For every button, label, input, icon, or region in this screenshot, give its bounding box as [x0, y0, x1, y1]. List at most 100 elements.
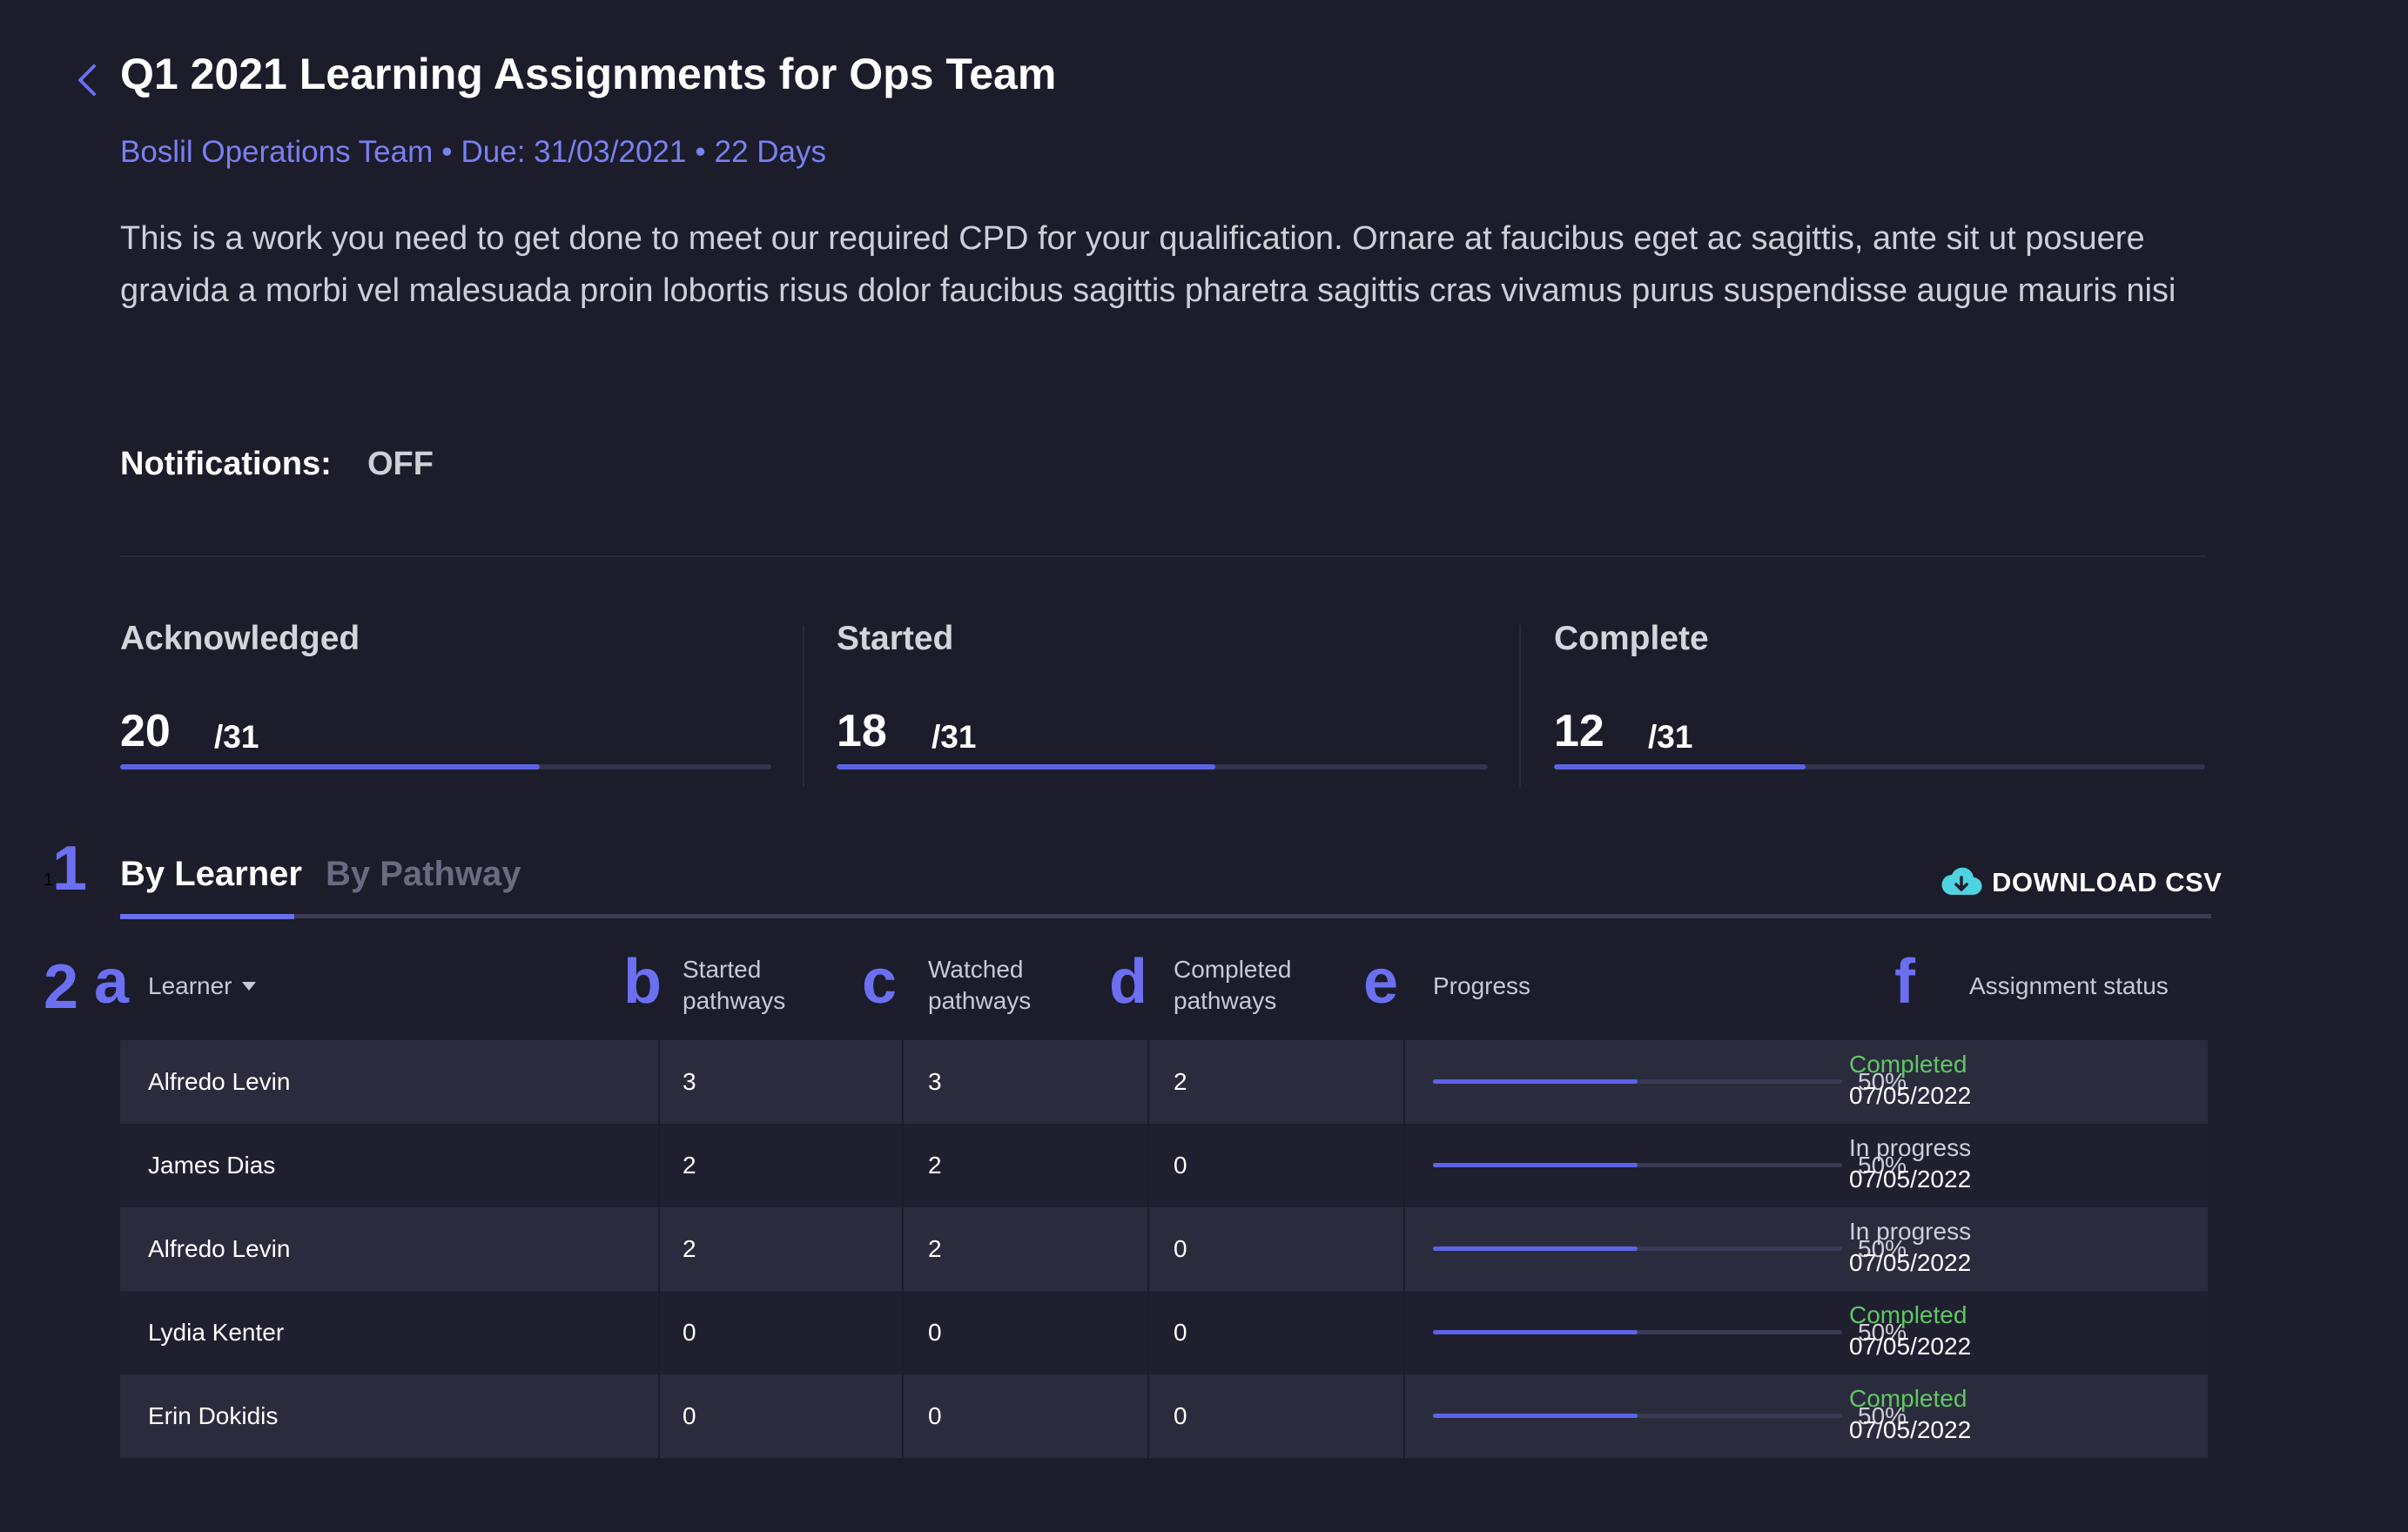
annotation-marker-2: 2: [44, 952, 79, 1022]
completed-header-line-2: pathways: [1174, 987, 1277, 1014]
watched-count: 3: [928, 1068, 942, 1095]
assignment-description: This is a work you need to get done to m…: [120, 220, 2176, 309]
cell-divider: [902, 1207, 904, 1291]
status-cell: Completed 07/05/2022: [1849, 1300, 1971, 1362]
completed-count: 2: [1174, 1068, 1187, 1095]
progress-bar: [1433, 1246, 1842, 1251]
page-title: Q1 2021 Learning Assignments for Ops Tea…: [120, 50, 1057, 98]
progress-fill: [1433, 1246, 1638, 1251]
learner-name: Lydia Kenter: [148, 1319, 285, 1346]
progress-fill: [1433, 1414, 1638, 1418]
table-row[interactable]: Alfredo Levin 2 2 0 50% In progress 07/0…: [120, 1207, 2208, 1291]
watched-pathways-header[interactable]: Watched pathways: [928, 954, 1031, 1017]
progress-fill: [1433, 1330, 1638, 1334]
cell-divider: [658, 1291, 660, 1374]
cloud-download-icon: [1941, 867, 1982, 896]
cell-divider: [1147, 1124, 1149, 1207]
cell-divider: [1403, 1040, 1405, 1124]
progress-bar: [1433, 1414, 1842, 1418]
progress-percent: 50%: [1858, 1319, 1907, 1346]
annotation-marker-e: e: [1363, 947, 1399, 1017]
table-row[interactable]: Alfredo Levin 3 3 2 50% Completed 07/05/…: [120, 1040, 2208, 1124]
status-cell: Completed 07/05/2022: [1849, 1383, 1971, 1446]
started-count: 2: [683, 1235, 696, 1262]
completed-count: 0: [1174, 1402, 1187, 1429]
tab-by-learner[interactable]: By Learner: [120, 855, 302, 893]
annotation-marker-1: 1: [52, 834, 88, 904]
annotation-marker-b: b: [623, 947, 662, 1017]
stat-divider: [803, 625, 804, 787]
cell-divider: [658, 1124, 660, 1207]
cell-divider: [1147, 1207, 1149, 1291]
progress-header[interactable]: Progress: [1433, 972, 1531, 999]
started-header-line-1: Started: [683, 956, 762, 983]
status-date: 07/05/2022: [1849, 1166, 1972, 1193]
stat-acknowledged-total: /31: [214, 719, 259, 755]
learner-name: Erin Dokidis: [148, 1402, 279, 1429]
caret-down-icon: [241, 982, 256, 991]
notifications-value[interactable]: OFF: [367, 446, 434, 482]
progress-percent: 50%: [1858, 1152, 1907, 1179]
cell-divider: [1147, 1374, 1149, 1458]
cell-divider: [658, 1207, 660, 1291]
tabs-underline: [120, 914, 2211, 918]
stat-complete-bar: [1554, 764, 2205, 769]
progress-bar: [1433, 1079, 1842, 1084]
started-pathways-header[interactable]: Started pathways: [683, 954, 785, 1017]
back-button[interactable]: [70, 61, 108, 99]
progress-percent: 50%: [1858, 1402, 1907, 1429]
stat-complete-total: /31: [1648, 719, 1693, 755]
progress-bar: [1433, 1330, 1842, 1334]
download-csv-button[interactable]: DOWNLOAD CSV: [1940, 867, 2222, 898]
stat-acknowledged-fill: [120, 764, 541, 769]
learner-column-header[interactable]: Learner: [148, 971, 257, 1002]
status-date: 07/05/2022: [1849, 1082, 1972, 1109]
completed-header-line-1: Completed: [1174, 956, 1292, 983]
status-cell: Completed 07/05/2022: [1849, 1049, 1971, 1112]
cell-divider: [902, 1291, 904, 1374]
cell-divider: [1147, 1040, 1149, 1124]
annotation-marker-c: c: [862, 947, 898, 1017]
stat-complete-fill: [1554, 764, 1806, 769]
annotation-marker-1-small: 1: [44, 870, 54, 890]
started-count: 2: [683, 1152, 696, 1179]
started-count: 3: [683, 1068, 696, 1095]
table-row[interactable]: Lydia Kenter 0 0 0 50% Completed 07/05/2…: [120, 1291, 2208, 1374]
status-badge: Completed: [1849, 1051, 1967, 1078]
completed-count: 0: [1174, 1235, 1187, 1262]
assignment-status-header[interactable]: Assignment status: [1969, 972, 2169, 999]
annotation-marker-f: f: [1894, 947, 1915, 1017]
learners-table: Alfredo Levin 3 3 2 50% Completed 07/05/…: [120, 1040, 2208, 1458]
progress-fill: [1433, 1163, 1638, 1167]
progress-bar: [1433, 1163, 1842, 1167]
table-row[interactable]: James Dias 2 2 0 50% In progress 07/05/2…: [120, 1124, 2208, 1207]
assignment-meta: Boslil Operations Team • Due: 31/03/2021 • 2…: [120, 135, 826, 170]
stat-started-total: /31: [932, 719, 977, 755]
download-csv-label: DOWNLOAD CSV: [1992, 867, 2223, 897]
stat-acknowledged-bar: [120, 764, 771, 769]
watched-count: 2: [928, 1235, 942, 1262]
progress-fill: [1433, 1079, 1638, 1084]
tab-by-pathway[interactable]: By Pathway: [326, 855, 521, 893]
progress-percent: 50%: [1858, 1235, 1907, 1262]
cell-divider: [1403, 1291, 1405, 1374]
cell-divider: [1403, 1374, 1405, 1458]
cell-divider: [902, 1374, 904, 1458]
completed-count: 0: [1174, 1319, 1187, 1346]
cell-divider: [902, 1040, 904, 1124]
days-remaining: 22 Days: [714, 135, 827, 169]
status-badge: Completed: [1849, 1385, 1967, 1412]
status-badge: In progress: [1849, 1134, 1972, 1161]
watched-header-line-2: pathways: [928, 987, 1032, 1014]
table-row[interactable]: Erin Dokidis 0 0 0 50% Completed 07/05/2…: [120, 1374, 2208, 1458]
started-header-line-2: pathways: [683, 987, 786, 1014]
stat-started-fill: [837, 764, 1215, 769]
stat-acknowledged-value: 20: [120, 706, 171, 756]
status-badge: Completed: [1849, 1301, 1967, 1328]
cell-divider: [902, 1124, 904, 1207]
completed-pathways-header[interactable]: Completed pathways: [1174, 954, 1291, 1017]
learner-header-label: Learner: [148, 972, 232, 999]
status-date: 07/05/2022: [1849, 1249, 1972, 1276]
status-date: 07/05/2022: [1849, 1416, 1972, 1443]
cell-divider: [1403, 1124, 1405, 1207]
